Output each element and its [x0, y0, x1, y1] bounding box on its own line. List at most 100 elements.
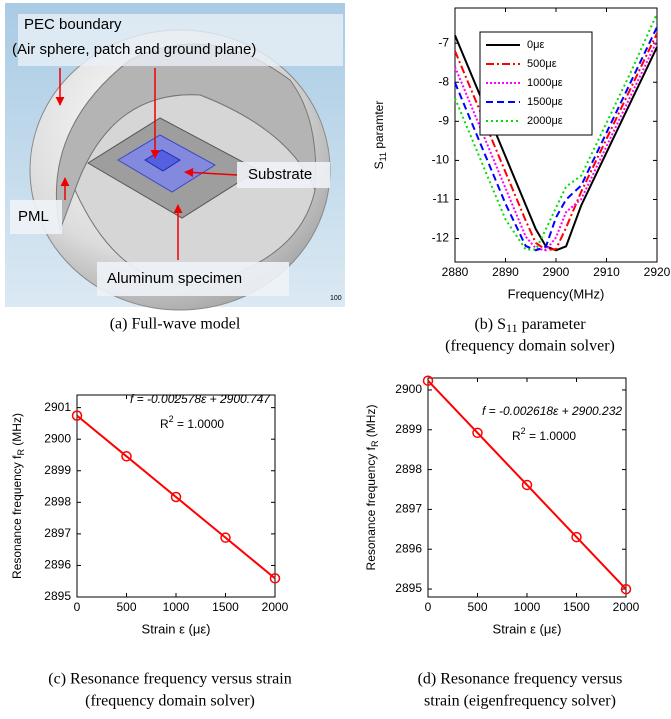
y-tick-label: 2896	[44, 558, 71, 572]
x-tick-label: 1000	[514, 600, 541, 614]
model-label: Substrate	[248, 166, 312, 183]
y-axis-label-part: (MHz)	[10, 413, 24, 449]
caption: (a) Full-wave model	[110, 316, 241, 333]
r-squared-part: = 1.0000	[526, 429, 577, 443]
model-label: PEC boundary	[24, 16, 122, 33]
caption: (b) S11 parameter	[474, 316, 586, 335]
data-point	[170, 491, 182, 503]
caption-part: parameter	[518, 316, 587, 333]
y-axis-label-sub: R	[16, 449, 26, 456]
caption: (frequency domain solver)	[85, 693, 255, 710]
legend-label: 0με	[527, 39, 544, 51]
y-tick-label: -7	[438, 35, 449, 49]
scale-label: 100	[330, 295, 342, 302]
x-tick-label: 500	[467, 600, 487, 614]
y-tick-label: 2896	[395, 541, 422, 555]
series-line	[454, 13, 658, 251]
y-tick-label: -12	[432, 231, 450, 245]
x-tick-label: 2890	[492, 265, 519, 279]
y-tick-label: 2895	[44, 589, 71, 603]
y-tick-label: 2900	[44, 431, 71, 445]
caption-part: (b) S	[474, 316, 506, 333]
caption: (frequency domain solver)	[445, 338, 615, 355]
x-tick-label: 1000	[163, 600, 190, 614]
y-axis-label-part: S	[372, 161, 386, 169]
y-axis-label-part: (MHz)	[364, 405, 378, 441]
label-box	[237, 162, 330, 188]
y-axis-label-part: Resonance frequency f	[10, 455, 24, 579]
series-line	[427, 380, 627, 590]
arrows	[55, 68, 238, 260]
r-squared: R2 = 1.0000	[160, 414, 224, 431]
caption: strain (eigenfrequency solver)	[424, 693, 616, 710]
data-point	[121, 451, 132, 462]
equation: f = -0.002618ε + 2900.232	[482, 404, 622, 418]
r-squared-part: = 1.0000	[174, 417, 225, 431]
y-axis-label-part: Resonance frequency f	[364, 446, 378, 570]
model-label: PML	[18, 208, 49, 225]
x-tick-label: 2880	[442, 265, 469, 279]
equation: f = -0.002578ε + 2900.747	[130, 392, 271, 406]
model-label: Aluminum specimen	[107, 270, 242, 287]
y-tick-label: 2897	[44, 526, 71, 540]
data-point	[220, 532, 231, 543]
x-axis-label: Frequency(MHz)	[508, 286, 605, 301]
series-line	[454, 26, 658, 252]
series-line	[76, 414, 276, 580]
y-axis-label: S11 paramter	[372, 101, 388, 170]
x-tick-label: 0	[425, 600, 432, 614]
data-point	[521, 479, 533, 491]
y-axis-label: Resonance frequency fR (MHz)	[10, 413, 26, 579]
y-tick-label: 2898	[395, 462, 422, 476]
x-tick-label: 0	[74, 600, 81, 614]
data-point	[571, 531, 582, 543]
r-squared-sup: 2	[169, 414, 174, 424]
legend-label: 1000με	[527, 77, 563, 89]
y-tick-label: 2897	[395, 502, 422, 516]
y-tick-label: 2901	[44, 400, 71, 414]
y-tick-label: 2900	[395, 382, 422, 396]
series-line	[454, 40, 658, 252]
y-tick-label: 2899	[44, 463, 71, 477]
model-label: (Air sphere, patch and ground plane)	[12, 41, 256, 58]
y-tick-label: 2895	[395, 581, 422, 595]
legend-label: 500με	[527, 58, 557, 70]
label-box	[10, 200, 62, 234]
y-tick-label: 2899	[395, 422, 422, 436]
x-tick-label: 2900	[543, 265, 570, 279]
data-point	[269, 573, 281, 584]
x-axis-label: Strain ε (με)	[142, 621, 211, 636]
series-line	[454, 32, 658, 251]
data-point	[620, 583, 632, 595]
r-squared-part: R	[160, 417, 169, 431]
x-tick-label: 2920	[644, 265, 671, 279]
caption: (c) Resonance frequency versus strain	[48, 671, 291, 688]
y-axis-label-sub: 11	[378, 152, 388, 161]
series-line	[454, 34, 658, 252]
y-axis-label-sub: R	[370, 440, 380, 447]
caption: (d) Resonance frequency versus	[418, 671, 623, 688]
x-tick-label: 1500	[563, 600, 590, 614]
r-squared-sup: 2	[521, 426, 526, 436]
y-axis-label: Resonance frequency fR (MHz)	[364, 405, 380, 571]
label-box	[18, 14, 343, 66]
x-tick-label: 500	[116, 600, 136, 614]
x-axis-label: Strain ε (με)	[493, 621, 562, 636]
x-tick-label: 2000	[613, 600, 640, 614]
r-squared-part: R	[512, 429, 521, 443]
legend-label: 1500με	[527, 96, 563, 108]
x-tick-label: 2910	[593, 265, 620, 279]
caption-sub: 11	[506, 321, 518, 335]
data-point	[472, 427, 483, 439]
legend-label: 2000με	[527, 115, 563, 127]
y-tick-label: -11	[433, 192, 450, 206]
data-point	[71, 410, 83, 421]
r-squared: R2 = 1.0000	[512, 426, 576, 443]
y-tick-label: -8	[438, 74, 449, 88]
y-tick-label: 2898	[44, 494, 71, 508]
x-tick-label: 2000	[262, 600, 289, 614]
y-axis-label-part: paramter	[372, 101, 386, 152]
data-point	[422, 375, 434, 386]
